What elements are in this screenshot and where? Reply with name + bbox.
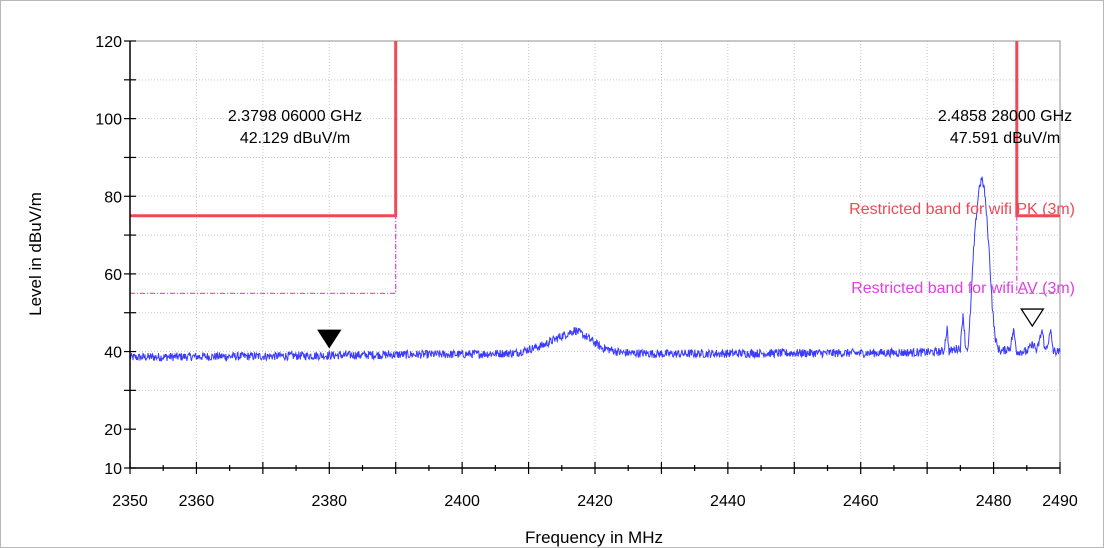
x-tick-label: 2460 [843,493,879,510]
limit-label-av: Restricted band for wifi AV (3m) [851,280,1075,297]
grid [130,41,1060,468]
limit-label-pk: Restricted band for wifi PK (3m) [849,201,1075,218]
x-tick-label: 2360 [179,493,215,510]
marker-1-frequency: 2.3798 06000 GHz [228,108,362,125]
marker-2-level: 47.591 dBuV/m [950,130,1060,147]
y-tick-label: 10 [104,461,122,478]
y-tick-label: 60 [104,267,122,284]
marker-1-triangle [317,329,342,349]
series-trace [129,176,1061,362]
x-tick-label: 2400 [444,493,480,510]
axes [124,40,1061,474]
y-tick-label: 80 [104,189,122,206]
x-tick-label: 2440 [710,493,746,510]
marker-2-triangle [1020,308,1045,328]
y-tick-label: 120 [95,34,122,51]
x-tick-label: 2380 [311,493,347,510]
y-axis-label: Level in dBuV/m [26,192,45,316]
y-tick-label: 40 [104,345,122,362]
marker-2-frequency: 2.4858 28000 GHz [938,108,1072,125]
series-layer [129,176,1061,362]
y-tick-label: 100 [95,112,122,129]
x-tick-label: 2420 [577,493,613,510]
tick-labels: 10 20 40 60 80 100 120 2350 2360 2380 2400 2420 2440… [95,34,1078,510]
x-axis-label: Frequency in MHz [525,528,663,547]
limit-line-av [130,215,1060,294]
limit-lines [130,41,1060,294]
x-tick-label: 2480 [976,493,1012,510]
x-tick-label: 2490 [1042,493,1078,510]
markers: 2.3798 06000 GHz 42.129 dBuV/m 2.4858 28… [228,108,1072,349]
marker-1-level: 42.129 dBuV/m [240,130,350,147]
limit-labels: Restricted band for wifi PK (3m) Restric… [849,201,1075,297]
y-tick-label: 20 [104,422,122,439]
x-tick-label: 2350 [112,493,148,510]
